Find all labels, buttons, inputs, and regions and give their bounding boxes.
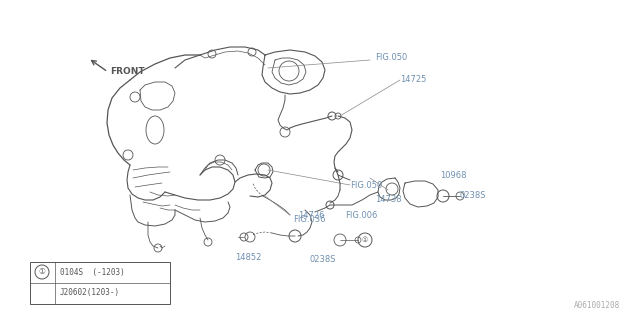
Text: FRONT: FRONT [110, 68, 145, 76]
Text: ①: ① [362, 237, 368, 243]
Text: 14725: 14725 [400, 76, 426, 84]
Text: 14852: 14852 [235, 252, 261, 261]
Text: 10968: 10968 [440, 171, 467, 180]
Text: FIG.006: FIG.006 [345, 211, 378, 220]
Text: 0238S: 0238S [310, 255, 337, 265]
Text: FIG.050: FIG.050 [350, 180, 382, 189]
Text: 0238S: 0238S [460, 191, 486, 201]
Text: A061001208: A061001208 [573, 301, 620, 310]
Text: 0104S  (-1203): 0104S (-1203) [60, 268, 125, 276]
Text: 14726: 14726 [298, 211, 324, 220]
Text: FIG.050: FIG.050 [375, 53, 407, 62]
Text: J20602(1203-): J20602(1203-) [60, 289, 120, 298]
Text: ①: ① [38, 268, 45, 276]
Text: FIG.036: FIG.036 [293, 215, 326, 225]
Bar [30, 262, 170, 304]
Text: 14738: 14738 [375, 196, 402, 204]
